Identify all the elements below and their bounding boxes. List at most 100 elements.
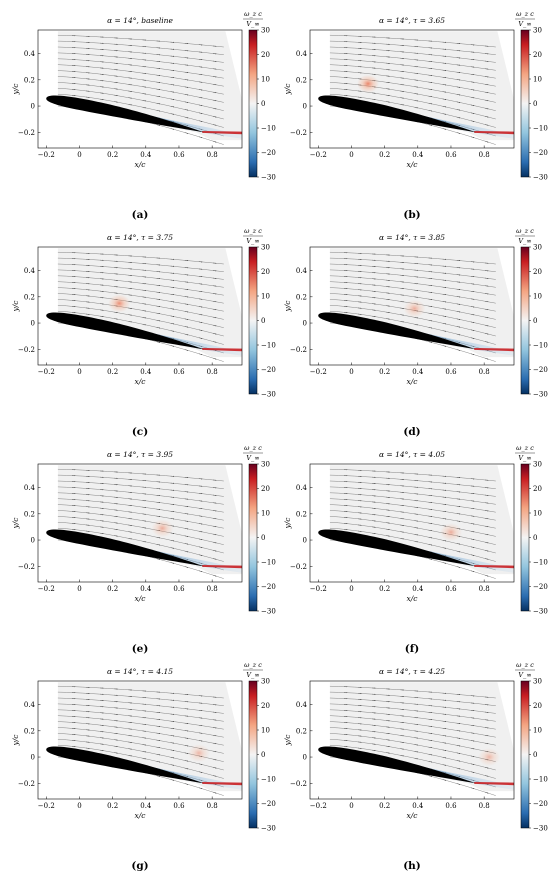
x-tick-label: 0.2 (107, 802, 118, 810)
colorbar: 30 20 10 0 −10 −20 −30 ω_z c V_∞ (243, 444, 276, 616)
y-axis-label: y/c (11, 83, 20, 96)
panel-a: α = 14°, baseline −0.2 0 0.2 0.4 0.6 0.8 0.4 0.2… (11, 10, 276, 221)
vortex (151, 519, 174, 538)
x-tick-label: 0.4 (412, 368, 424, 376)
y-tick-label: −0.2 (18, 780, 35, 788)
panel-title: α = 14°, τ = 3.75 (107, 233, 173, 242)
colorbar: 30 20 10 0 −10 −20 −30 ω_z c V_∞ (515, 10, 548, 182)
x-tick-label: 0.2 (107, 368, 118, 376)
x-tick-label: 0.4 (140, 802, 152, 810)
vorticity-field (46, 31, 242, 145)
subfigure-label: (e) (132, 643, 149, 655)
y-tick-label: −0.2 (290, 346, 307, 354)
vortex (187, 744, 210, 763)
colorbar-tick-label: 30 (533, 678, 542, 686)
airfoil (46, 312, 204, 350)
colorbar-tick-label: 30 (261, 678, 270, 686)
y-tick-label: 0 (31, 103, 35, 111)
x-axis-label: x/c (407, 160, 419, 169)
x-tick-label: 0.4 (140, 368, 152, 376)
x-tick-label: 0.8 (207, 802, 218, 810)
y-tick-label: 0 (303, 537, 307, 545)
vorticity-field (318, 465, 514, 579)
vorticity-field (46, 465, 242, 579)
colorbar-tick-label: 30 (261, 27, 270, 35)
vortex (439, 523, 462, 542)
colorbar-tick-label: 20 (261, 268, 270, 276)
colorbar-tick-label: −10 (261, 559, 276, 567)
axes-frame (37, 463, 243, 583)
panel-title: α = 14°, τ = 4.15 (107, 667, 173, 676)
measurement-domain (57, 465, 242, 575)
colorbar-tick-label: 30 (533, 244, 542, 252)
y-axis-label: y/c (283, 83, 292, 96)
vorticity-field (318, 682, 514, 796)
y-tick-label: 0.4 (24, 267, 36, 275)
airfoil (318, 312, 476, 350)
x-tick-label: 0.8 (479, 585, 490, 593)
colorbar-tick-label: −30 (261, 608, 276, 616)
x-tick-label: 0.2 (379, 151, 390, 159)
colorbar-tick-label: −20 (261, 366, 276, 374)
x-axis-label: x/c (135, 811, 147, 820)
wake-vorticity (474, 348, 514, 352)
y-tick-label: 0.2 (24, 293, 35, 301)
colorbar-tick-label: 0 (533, 751, 537, 759)
colorbar-tick-label: 0 (533, 317, 537, 325)
airfoil (318, 529, 476, 567)
y-tick-label: 0.4 (296, 484, 308, 492)
measurement-domain (57, 248, 242, 358)
x-axis-label: x/c (135, 594, 147, 603)
colorbar-tick-label: −10 (533, 776, 548, 784)
colorbar-tick-label: 30 (261, 244, 270, 252)
subfigure-label: (c) (132, 426, 148, 438)
x-tick-label: 0.8 (207, 368, 218, 376)
colorbar-tick-label: 0 (533, 534, 537, 542)
airfoil (318, 746, 476, 784)
colorbar-tick-label: −10 (533, 559, 548, 567)
colorbar-title-denominator: V_∞ (518, 454, 531, 462)
y-tick-label: −0.2 (18, 563, 35, 571)
colorbar-tick-label: 20 (261, 702, 270, 710)
x-tick-label: 0.8 (479, 802, 490, 810)
colorbar-title-numerator: ω_z c (516, 10, 534, 18)
y-tick-label: 0.4 (24, 484, 36, 492)
vortex (357, 74, 380, 93)
y-axis-label: y/c (11, 734, 20, 747)
wake-vorticity (202, 565, 242, 569)
x-tick-label: −0.2 (310, 151, 327, 159)
colorbar: 30 20 10 0 −10 −20 −30 ω_z c V_∞ (243, 10, 276, 182)
x-tick-label: 0.8 (207, 585, 218, 593)
measurement-domain (329, 682, 514, 792)
x-tick-label: 0.2 (379, 802, 390, 810)
measurement-domain (57, 682, 242, 792)
colorbar-title-numerator: ω_z c (244, 444, 262, 452)
colorbar-tick-label: −20 (261, 583, 276, 591)
colorbar-tick-label: 0 (533, 100, 537, 108)
x-tick-label: 0.2 (379, 585, 390, 593)
panel-title: α = 14°, τ = 3.95 (107, 450, 173, 459)
y-tick-label: −0.2 (18, 346, 35, 354)
colorbar-tick-label: 10 (261, 727, 270, 735)
colorbar-tick-label: −20 (533, 800, 548, 808)
axes-frame (309, 463, 515, 583)
colorbar: 30 20 10 0 −10 −20 −30 ω_z c V_∞ (515, 444, 548, 616)
colorbar: 30 20 10 0 −10 −20 −30 ω_z c V_∞ (515, 227, 548, 399)
colorbar-title-numerator: ω_z c (244, 227, 262, 235)
wake-vorticity (202, 131, 242, 135)
x-axis-label: x/c (407, 594, 419, 603)
subfigure-label: (h) (403, 860, 421, 872)
y-tick-label: −0.2 (18, 129, 35, 137)
colorbar-title-numerator: ω_z c (516, 227, 534, 235)
colorbar-tick-label: 20 (261, 51, 270, 59)
colorbar-tick-label: 30 (533, 461, 542, 469)
x-tick-label: 0 (349, 368, 353, 376)
panel-c: α = 14°, τ = 3.75 −0.2 0 0.2 0.4 0.6 0.8 0.4 0.2… (11, 227, 276, 438)
y-tick-label: 0.2 (296, 510, 307, 518)
x-tick-label: 0.8 (207, 151, 218, 159)
y-tick-label: 0.2 (24, 510, 35, 518)
x-tick-label: 0.2 (379, 368, 390, 376)
colorbar-tick-label: 20 (533, 702, 542, 710)
panel-title: α = 14°, τ = 4.05 (379, 450, 445, 459)
